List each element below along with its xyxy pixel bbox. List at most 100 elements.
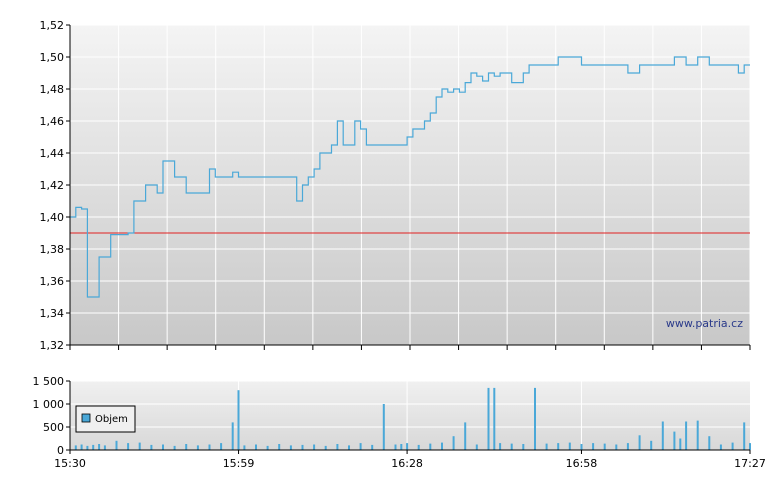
volume-bar (208, 444, 211, 450)
volume-bar (400, 444, 403, 450)
price-y-tick-label: 1,48 (40, 83, 65, 96)
volume-bar (92, 444, 95, 450)
volume-bar (336, 444, 339, 450)
volume-bar (98, 444, 101, 450)
price-y-tick-label: 1,52 (40, 19, 65, 32)
volume-bar (592, 443, 595, 450)
volume-bar (638, 435, 641, 450)
price-y-tick-label: 1,34 (40, 307, 65, 320)
volume-bar (313, 444, 316, 450)
price-y-tick-label: 1,42 (40, 179, 65, 192)
volume-x-axis: 15:30 15:59 16:28 16:58 17:27 (54, 450, 766, 470)
volume-bar (231, 422, 234, 450)
volume-bar (429, 443, 432, 450)
volume-bar (568, 442, 571, 450)
volume-bar (162, 444, 164, 450)
volume-bar (522, 444, 525, 450)
volume-bar (220, 443, 223, 450)
volume-bar (626, 443, 629, 450)
volume-bar (255, 444, 257, 450)
volume-bar (580, 444, 583, 450)
volume-bar (510, 443, 513, 450)
price-y-tick-label: 1,44 (40, 147, 65, 160)
price-y-tick-label: 1,36 (40, 275, 65, 288)
volume-bar (487, 387, 490, 450)
volume-bar (696, 420, 699, 450)
volume-bar (708, 436, 711, 450)
volume-bar (719, 444, 722, 450)
volume-bar (138, 442, 141, 450)
volume-x-tick-label: 15:59 (223, 457, 255, 470)
volume-bars (74, 387, 751, 450)
price-gridlines (70, 24, 751, 346)
volume-y-axis: 0 500 1 000 1 500 (33, 375, 70, 457)
volume-bar (196, 445, 199, 450)
volume-x-tick-label: 17:27 (734, 457, 766, 470)
volume-y-tick-label: 500 (43, 421, 64, 434)
volume-bar (731, 442, 734, 450)
volume-bar (743, 422, 746, 450)
volume-bar (359, 443, 362, 450)
volume-bar (243, 445, 246, 450)
price-y-axis: 1,32 1,34 1,36 1,38 1,40 1,42 1,44 1,46 1,48 1,50… (40, 19, 70, 352)
volume-bar (237, 390, 240, 450)
volume-bar (673, 431, 676, 450)
volume-bar (301, 444, 304, 450)
volume-bar (278, 444, 281, 450)
price-y-tick-label: 1,40 (40, 211, 65, 224)
volume-bar (266, 445, 269, 450)
volume-bar (499, 443, 502, 450)
legend-label: Objem (95, 414, 128, 425)
volume-bar (534, 387, 536, 450)
volume-bar (661, 421, 664, 450)
volume-x-tick-label: 16:58 (566, 457, 598, 470)
volume-bar (394, 444, 397, 450)
volume-bar (493, 387, 496, 450)
volume-plot-area (70, 381, 750, 450)
price-y-tick-label: 1,32 (40, 339, 65, 352)
volume-bar (173, 445, 176, 450)
volume-bar (289, 445, 292, 450)
volume-legend: Objem (75, 405, 136, 433)
price-line (70, 56, 750, 298)
price-x-tick-marks (69, 345, 751, 350)
watermark: www.patria.cz (666, 317, 743, 330)
volume-bar (749, 443, 751, 450)
volume-bar (441, 442, 443, 450)
price-y-tick-label: 1,50 (40, 51, 65, 64)
volume-bar (80, 444, 83, 450)
volume-bar (452, 436, 455, 450)
volume-bar (371, 444, 374, 450)
price-y-tick-label: 1,46 (40, 115, 65, 128)
volume-bar (348, 445, 350, 450)
price-series (70, 56, 750, 298)
volume-bar (86, 445, 89, 450)
volume-bar (127, 443, 130, 450)
volume-bar (417, 444, 420, 450)
volume-bar (185, 444, 188, 450)
volume-bar (679, 438, 682, 450)
volume-x-tick-label: 16:28 (391, 457, 423, 470)
volume-bar (150, 444, 153, 450)
volume-bar (545, 443, 548, 450)
volume-bar (115, 440, 118, 450)
volume-bar (685, 421, 688, 450)
volume-bar (103, 445, 106, 450)
volume-y-tick-label: 1 500 (33, 375, 65, 388)
price-y-tick-label: 1,38 (40, 243, 65, 256)
volume-bar (475, 444, 478, 450)
volume-bar (324, 445, 327, 450)
legend-swatch (81, 413, 91, 423)
volume-bar (406, 443, 409, 450)
volume-bar (464, 422, 467, 450)
volume-y-tick-label: 0 (57, 444, 64, 457)
volume-bar (650, 440, 653, 450)
volume-bar (615, 444, 618, 450)
volume-bar (603, 443, 606, 450)
volume-bar (382, 404, 385, 450)
volume-bar (557, 443, 560, 450)
volume-y-tick-label: 1 000 (33, 398, 65, 411)
volume-bar (74, 445, 77, 450)
